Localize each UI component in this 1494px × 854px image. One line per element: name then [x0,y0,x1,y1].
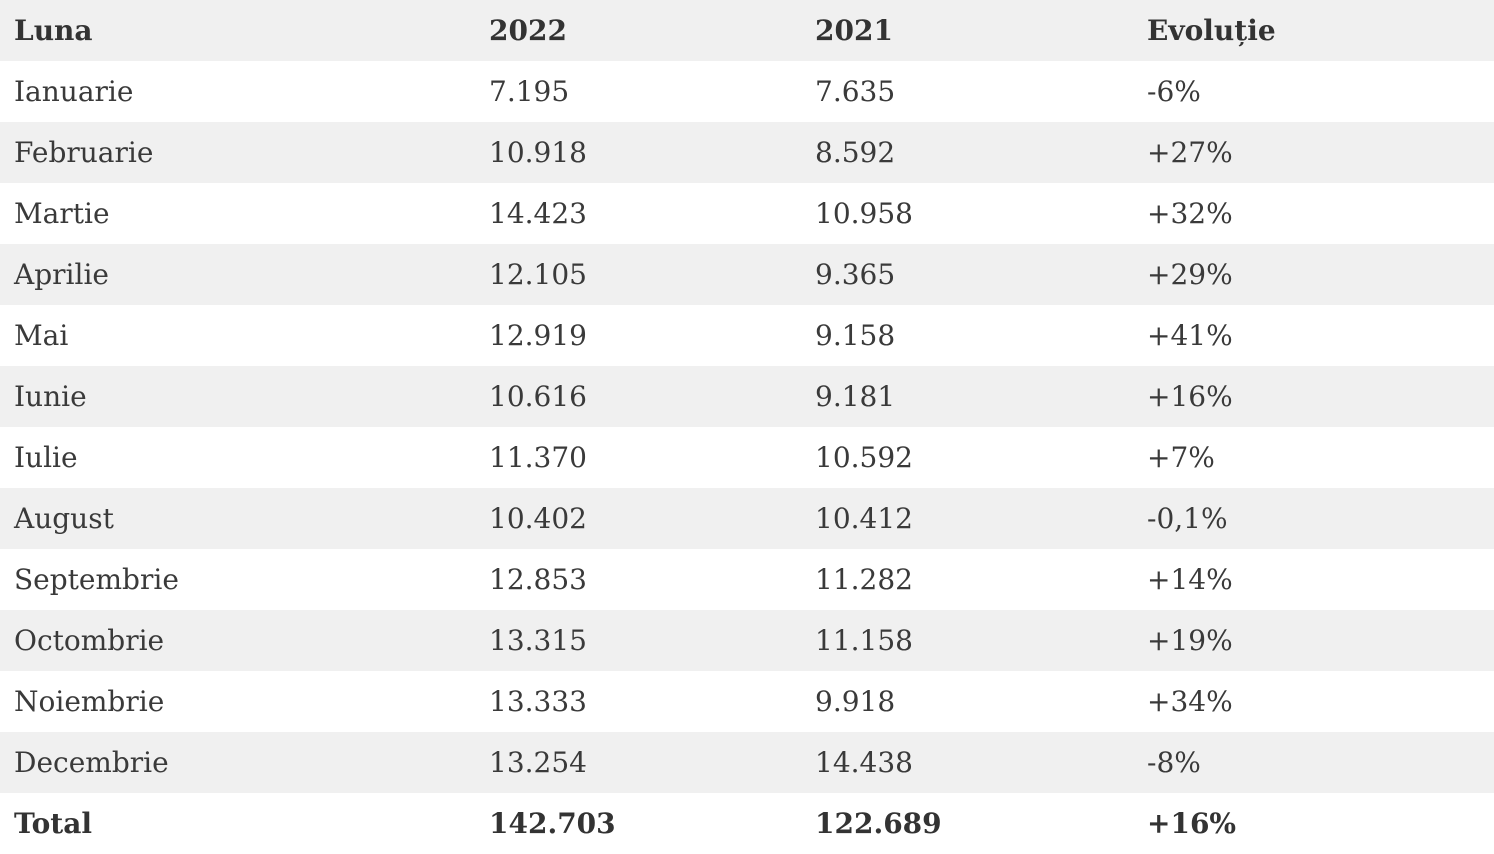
cell-2022: 10.918 [489,136,587,169]
cell-2022: 7.195 [489,75,570,108]
cell-2022: 13.333 [489,685,587,718]
cell-2021: 10.592 [815,441,913,474]
table-total-row: Total 142.703 122.689 +16% [0,793,1494,854]
cell-2021: 9.181 [815,380,896,413]
cell-2021: 10.412 [815,502,913,535]
total-2022: 142.703 [489,807,616,840]
cell-2022: 12.105 [489,258,587,291]
cell-2021: 14.438 [815,746,913,779]
cell-2022: 10.402 [489,502,587,535]
table-row: Octombrie 13.315 11.158 +19% [0,610,1494,671]
cell-month: Noiembrie [14,685,165,718]
cell-evolution: +16% [1147,380,1233,413]
table-row: Septembrie 12.853 11.282 +14% [0,549,1494,610]
table-row: Aprilie 12.105 9.365 +29% [0,244,1494,305]
total-evolution: +16% [1147,807,1237,840]
cell-month: Martie [14,197,110,230]
cell-evolution: +27% [1147,136,1233,169]
total-2021: 122.689 [815,807,942,840]
header-evolution: Evoluție [1147,14,1276,47]
table-row: Decembrie 13.254 14.438 -8% [0,732,1494,793]
cell-evolution: -8% [1147,746,1201,779]
header-year-2022: 2022 [489,14,567,47]
cell-evolution: -0,1% [1147,502,1228,535]
cell-month: Septembrie [14,563,179,596]
cell-month: Octombrie [14,624,165,657]
cell-month: Ianuarie [14,75,134,108]
cell-evolution: +7% [1147,441,1215,474]
cell-2022: 11.370 [489,441,587,474]
cell-month: August [14,502,114,535]
cell-month: Mai [14,319,69,352]
table-row: Februarie 10.918 8.592 +27% [0,122,1494,183]
cell-2021: 11.282 [815,563,913,596]
total-label: Total [14,807,93,840]
cell-2022: 13.315 [489,624,587,657]
cell-2022: 13.254 [489,746,587,779]
cell-evolution: +41% [1147,319,1233,352]
table-row: Mai 12.919 9.158 +41% [0,305,1494,366]
table-row: Iunie 10.616 9.181 +16% [0,366,1494,427]
cell-2021: 8.592 [815,136,896,169]
cell-2021: 7.635 [815,75,896,108]
table-row: Iulie 11.370 10.592 +7% [0,427,1494,488]
cell-month: Decembrie [14,746,169,779]
cell-2021: 9.365 [815,258,896,291]
cell-evolution: +14% [1147,563,1233,596]
cell-evolution: -6% [1147,75,1201,108]
cell-evolution: +34% [1147,685,1233,718]
header-month: Luna [14,14,93,47]
header-year-2021: 2021 [815,14,893,47]
cell-month: Februarie [14,136,154,169]
cell-month: Aprilie [14,258,109,291]
cell-2022: 10.616 [489,380,587,413]
cell-evolution: +32% [1147,197,1233,230]
cell-2022: 12.919 [489,319,587,352]
cell-evolution: +29% [1147,258,1233,291]
table-row: Ianuarie 7.195 7.635 -6% [0,61,1494,122]
table-row: Martie 14.423 10.958 +32% [0,183,1494,244]
cell-2021: 9.918 [815,685,896,718]
cell-2022: 12.853 [489,563,587,596]
cell-evolution: +19% [1147,624,1233,657]
cell-2021: 9.158 [815,319,896,352]
cell-month: Iunie [14,380,87,413]
table-header-row: Luna 2022 2021 Evoluție [0,0,1494,61]
cell-month: Iulie [14,441,78,474]
cell-2021: 10.958 [815,197,913,230]
cell-2021: 11.158 [815,624,913,657]
table-row: Noiembrie 13.333 9.918 +34% [0,671,1494,732]
table-row: August 10.402 10.412 -0,1% [0,488,1494,549]
cell-2022: 14.423 [489,197,587,230]
